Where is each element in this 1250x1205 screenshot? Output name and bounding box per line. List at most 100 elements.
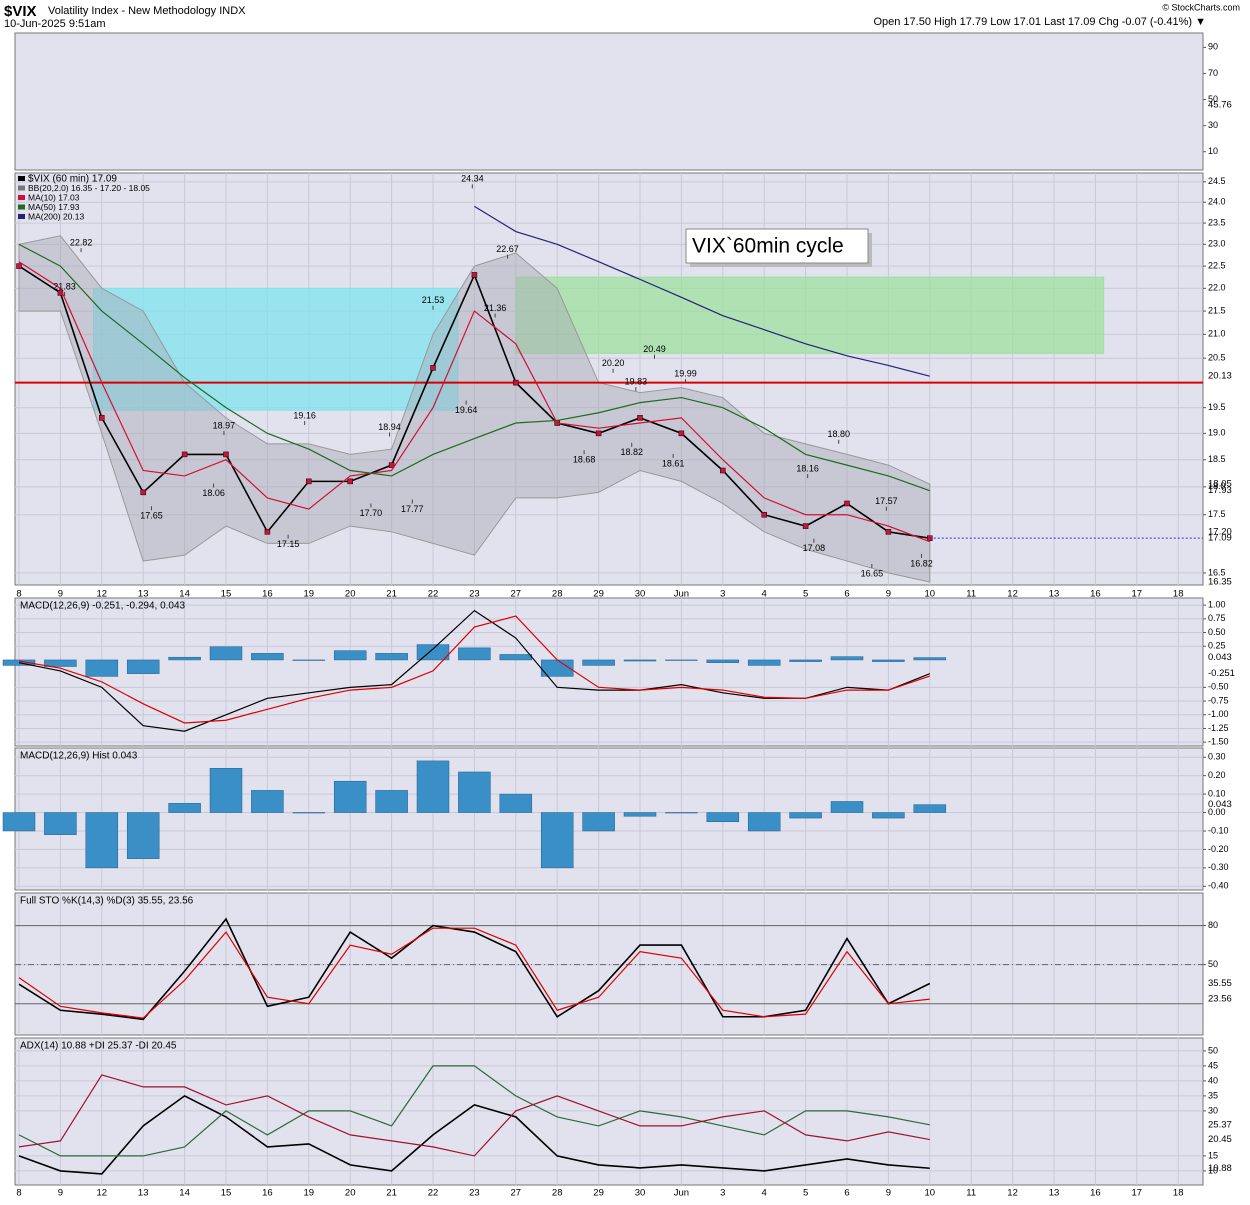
histogram-bar	[292, 659, 326, 661]
annotation-label: 18.82	[620, 447, 643, 457]
y-tick-label: 23.0	[1208, 239, 1226, 249]
price-marker	[637, 415, 643, 421]
price-marker	[430, 365, 436, 371]
y-tick-label: 15	[1208, 1150, 1218, 1160]
annotation-label: 20.49	[643, 344, 666, 354]
x-tick-label: 13	[138, 589, 149, 600]
value-tag: 17.09	[1208, 533, 1232, 544]
note-background	[685, 228, 869, 264]
price-marker	[761, 511, 767, 518]
instrument-name: Volatility Index - New Methodology INDX	[48, 5, 246, 17]
price-marker	[347, 478, 353, 485]
x-tick-label: 20	[345, 589, 356, 600]
x-tick-label: 10	[925, 589, 936, 600]
histogram-bar	[416, 760, 450, 813]
symbol: $VIX	[4, 3, 37, 20]
series-line	[18, 615, 930, 724]
x-tick-label: 22	[428, 589, 439, 600]
value-tag: 25.37	[1208, 1119, 1232, 1130]
y-tick-label: 0.25	[1208, 641, 1226, 651]
x-tick-label: 9	[886, 589, 891, 600]
histogram-bar	[830, 801, 864, 813]
histogram-bar	[458, 771, 491, 813]
x-tick-label: 4	[762, 1188, 767, 1199]
value-tag: 17.20	[1208, 526, 1232, 537]
note-box: VIX`60min cycle	[685, 228, 872, 267]
histogram-bar	[44, 812, 77, 835]
price-marker	[513, 379, 519, 386]
x-tick-label: 14	[179, 1188, 190, 1199]
x-tick-label: 21	[386, 589, 397, 600]
annotation-label: 19.99	[674, 368, 697, 378]
y-tick-label: 19.5	[1208, 402, 1226, 412]
histogram-bar	[623, 659, 657, 662]
x-tick-label: 27	[511, 1188, 522, 1199]
y-tick-label: -1.00	[1208, 709, 1229, 719]
y-tick-label: 22.0	[1208, 283, 1226, 293]
series-line	[18, 609, 931, 732]
price-marker	[678, 430, 685, 437]
histogram-bar	[747, 812, 781, 832]
x-tick-label: 28	[552, 1188, 563, 1199]
panel-label: ADX(14) 10.88 +DI 25.37 -DI 20.45	[20, 1041, 177, 1052]
value-tag: 20.13	[1208, 371, 1232, 382]
x-tick-label: 21	[386, 1188, 397, 1199]
y-tick-label: 45	[1208, 1060, 1218, 1070]
histogram-bar	[623, 812, 657, 817]
histogram-bar	[85, 659, 119, 677]
x-tick-label: 14	[179, 589, 190, 600]
panel-background	[14, 597, 1204, 747]
x-tick-label: 28	[552, 589, 563, 600]
x-tick-label: 11	[966, 589, 976, 600]
x-tick-label: 9	[58, 1188, 63, 1199]
y-tick-label: -1.50	[1208, 737, 1229, 747]
x-tick-label: 17	[1132, 589, 1143, 600]
y-tick-label: 35	[1208, 1090, 1218, 1100]
x-tick-label: 5	[803, 1188, 808, 1199]
panel-label: MACD(12,26,9) -0.251, -0.294, 0.043	[20, 601, 186, 612]
annotation-label: 16.65	[861, 568, 884, 578]
x-tick-label: 12	[97, 589, 108, 600]
x-tick-label: 15	[221, 589, 232, 600]
histogram-bar	[582, 812, 615, 832]
price-marker	[140, 489, 146, 496]
histogram-bar	[540, 812, 574, 869]
series-line	[18, 917, 931, 1021]
x-tick-label: 13	[1049, 589, 1060, 600]
y-tick-label: -0.30	[1208, 862, 1229, 872]
y-tick-label: 50	[1208, 959, 1218, 969]
x-tick-label: 9	[886, 1188, 891, 1199]
annotation-label: 18.94	[378, 422, 401, 432]
panel: 16.5 17.5 18.0 18.5 19.0 19.5 20.5 21.0 21.5 22.0…	[14, 172, 1232, 587]
y-tick-label: 24.5	[1208, 176, 1226, 186]
histogram-bar	[789, 659, 822, 662]
price-marker	[99, 415, 105, 421]
histogram-bar	[168, 656, 201, 661]
x-tick-label: 8	[16, 1188, 21, 1199]
annotation-label: 17.15	[277, 539, 300, 549]
legend-swatch	[18, 176, 25, 181]
series-line	[474, 205, 930, 377]
value-tag: 17.93	[1208, 485, 1232, 496]
y-tick-label: 21.0	[1208, 329, 1226, 339]
x-tick-label: Jun	[674, 1188, 689, 1199]
y-tick-label: -0.50	[1208, 682, 1229, 692]
histogram-bar	[747, 659, 781, 666]
x-tick-label: 6	[844, 1188, 849, 1199]
legend-swatch	[18, 204, 25, 210]
histogram-bar	[168, 803, 201, 813]
x-tick-label: 12	[1007, 1188, 1018, 1199]
histogram-bar	[458, 647, 491, 661]
y-tick-label: 19.0	[1208, 428, 1226, 438]
price-marker	[388, 462, 395, 468]
legend-swatch	[18, 195, 25, 200]
x-tick-label: 22	[428, 1188, 439, 1199]
histogram-bar	[706, 659, 740, 663]
histogram-bar	[85, 812, 119, 869]
histogram-bar	[416, 644, 450, 661]
y-tick-label: 0.50	[1208, 627, 1226, 637]
value-tag: 16.35	[1208, 576, 1232, 587]
histogram-bar	[333, 780, 367, 813]
x-tick-label: 10	[925, 1188, 936, 1199]
